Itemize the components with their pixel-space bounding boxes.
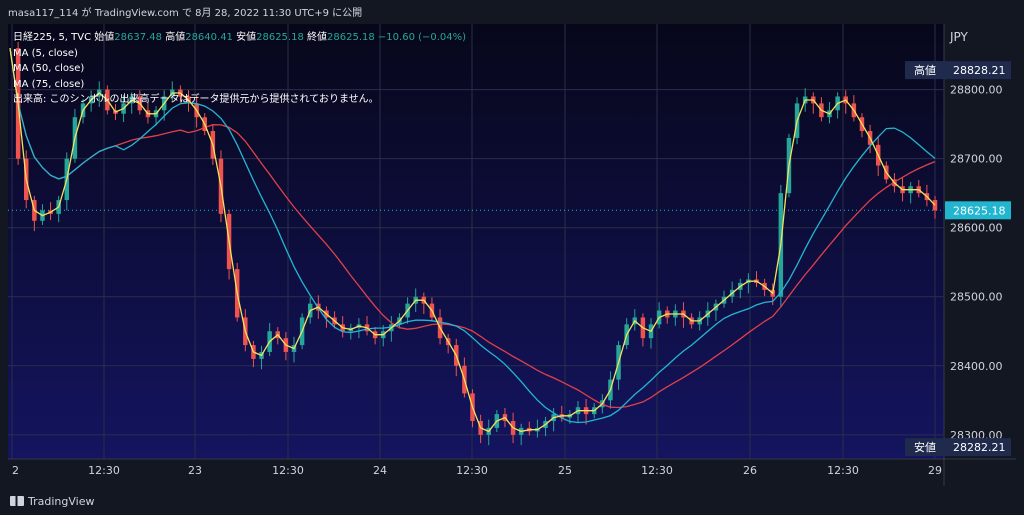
x-tick-label: 29 bbox=[928, 464, 942, 477]
chart-legend: 日経225, 5, TVC 始値28637.48 高値28640.41 安値28… bbox=[13, 30, 466, 108]
x-tick-label: 25 bbox=[558, 464, 572, 477]
low-marker-label: 安値 bbox=[914, 440, 936, 454]
legend-close-label: 終値 bbox=[307, 32, 328, 43]
legend-high-value: 28640.41 bbox=[185, 32, 233, 43]
ma5-line bbox=[9, 48, 936, 433]
time-axis-panel bbox=[8, 459, 1016, 486]
x-tick-label: 12:30 bbox=[88, 464, 120, 477]
legend-change: −10.60 (−0.04%) bbox=[377, 32, 467, 43]
tradingview-logo-icon bbox=[10, 496, 24, 506]
high-marker-value-bg bbox=[945, 61, 1011, 80]
footer-brand: TradingView bbox=[28, 495, 95, 508]
y-tick-label: 28600.00 bbox=[950, 222, 1003, 235]
y-tick-label: 28800.00 bbox=[950, 84, 1003, 97]
ma75-line bbox=[9, 48, 936, 409]
last-price-badge: 28625.18 bbox=[945, 201, 1011, 220]
legend-high-label: 高値 bbox=[165, 32, 186, 43]
legend-open-label: 始値 bbox=[94, 32, 115, 43]
price-chart[interactable]: 28300.0028400.0028500.0028600.0028700.00… bbox=[0, 0, 1024, 486]
candle bbox=[932, 195, 938, 219]
publish-attribution: masa117_114 が TradingView.com で 8月 28, 2… bbox=[8, 8, 363, 19]
x-tick-label: 12:30 bbox=[456, 464, 488, 477]
high-marker-value: 28828.21 bbox=[953, 64, 1006, 77]
x-tick-label: 12:30 bbox=[272, 464, 304, 477]
candle-body bbox=[932, 200, 938, 211]
legend-ohlc-row: 日経225, 5, TVC 始値28637.48 高値28640.41 安値28… bbox=[13, 30, 466, 46]
footer: TradingView bbox=[0, 486, 1024, 515]
x-tick-label: 24 bbox=[373, 464, 387, 477]
legend-open-value: 28637.48 bbox=[114, 32, 163, 43]
legend-close-value: 28625.18 bbox=[327, 32, 375, 43]
high-marker-label-bg bbox=[905, 61, 945, 80]
legend-low-value: 28625.18 bbox=[256, 32, 304, 43]
legend-indicator-ma75[interactable]: MA (75, close) bbox=[13, 78, 85, 90]
low-marker-value: 28282.21 bbox=[953, 441, 1006, 454]
currency-label[interactable]: JPY bbox=[950, 30, 968, 44]
x-tick-label: 2 bbox=[12, 464, 19, 477]
low-marker-label-bg bbox=[905, 438, 945, 457]
last-price-badge-value-bg bbox=[945, 201, 1011, 220]
legend-indicator-ma5[interactable]: MA (5, close) bbox=[13, 47, 78, 59]
moving-averages bbox=[9, 48, 936, 433]
x-tick-label: 12:30 bbox=[641, 464, 673, 477]
legend-volume-note: 出来高: このシンボルの出来高データはデータ提供元から提供されておりません。 bbox=[13, 94, 379, 105]
legend-symbol[interactable]: 日経225, 5, TVC bbox=[13, 32, 92, 43]
legend-low-label: 安値 bbox=[236, 32, 257, 43]
low-marker-value-bg bbox=[945, 438, 1011, 457]
x-tick-label: 23 bbox=[188, 464, 202, 477]
high-marker: 高値 28828.21 bbox=[905, 61, 1011, 80]
y-tick-label: 28400.00 bbox=[950, 360, 1003, 373]
grid bbox=[8, 24, 944, 459]
axes: 28300.0028400.0028500.0028600.0028700.00… bbox=[12, 61, 1011, 477]
y-tick-label: 28500.00 bbox=[950, 291, 1003, 304]
tradingview-logo[interactable]: TradingView bbox=[10, 495, 94, 508]
price-axis-panel bbox=[944, 24, 1016, 459]
y-tick-label: 28700.00 bbox=[950, 153, 1003, 166]
ma50-line bbox=[9, 48, 936, 424]
last-price-badge-value: 28625.18 bbox=[953, 204, 1006, 217]
legend-indicator-ma50[interactable]: MA (50, close) bbox=[13, 63, 85, 74]
x-tick-label: 12:30 bbox=[827, 464, 859, 477]
low-marker: 安値 28282.21 bbox=[905, 438, 1011, 457]
x-tick-label: 26 bbox=[743, 464, 757, 477]
high-marker-label: 高値 bbox=[914, 63, 936, 77]
